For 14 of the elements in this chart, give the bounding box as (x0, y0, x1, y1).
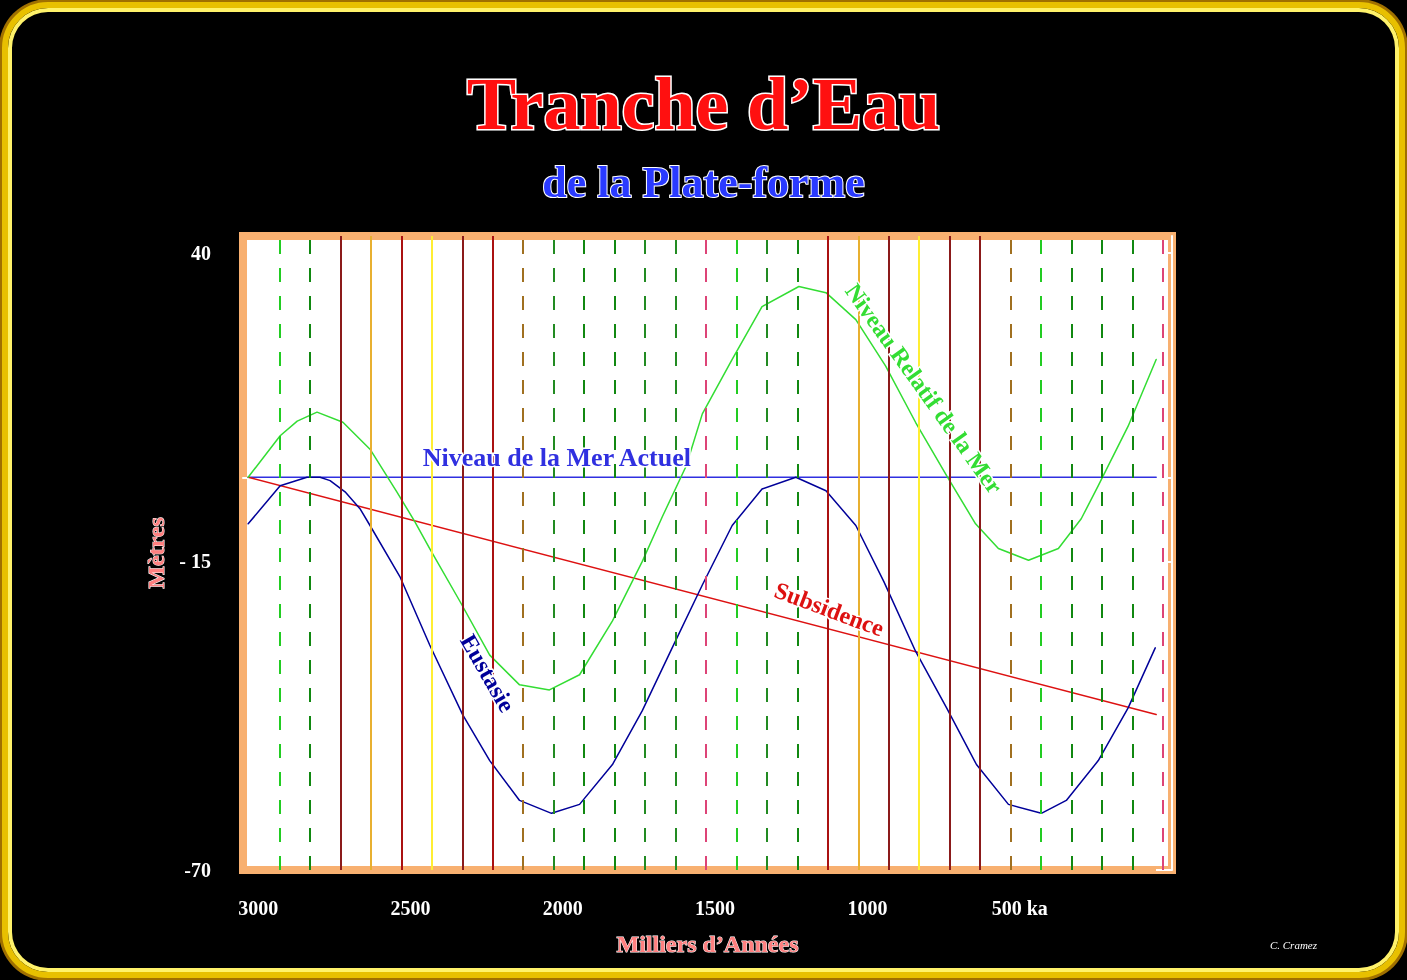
chart-title: Tranche d’Eau (466, 63, 941, 145)
chart-subtitle: de la Plate-forme (542, 157, 865, 207)
x-tick-label: 3000 (238, 897, 279, 919)
x-tick-label: 2500 (390, 897, 431, 919)
x-tick-label: 1500 (695, 897, 736, 919)
x-tick-label: 2000 (542, 897, 583, 919)
y-tick-label: - 15 (179, 550, 211, 573)
x-axis-title: Milliers d’Années (616, 931, 799, 957)
x-tick-label: 1000 (847, 897, 888, 919)
y-axis-title: Mètres (142, 517, 169, 589)
x-tick-label: 500 ka (991, 897, 1048, 919)
text: C. Cramez (1269, 938, 1318, 951)
y-tick-label: -70 (184, 859, 211, 881)
y-tick-label: 40 (191, 241, 211, 264)
